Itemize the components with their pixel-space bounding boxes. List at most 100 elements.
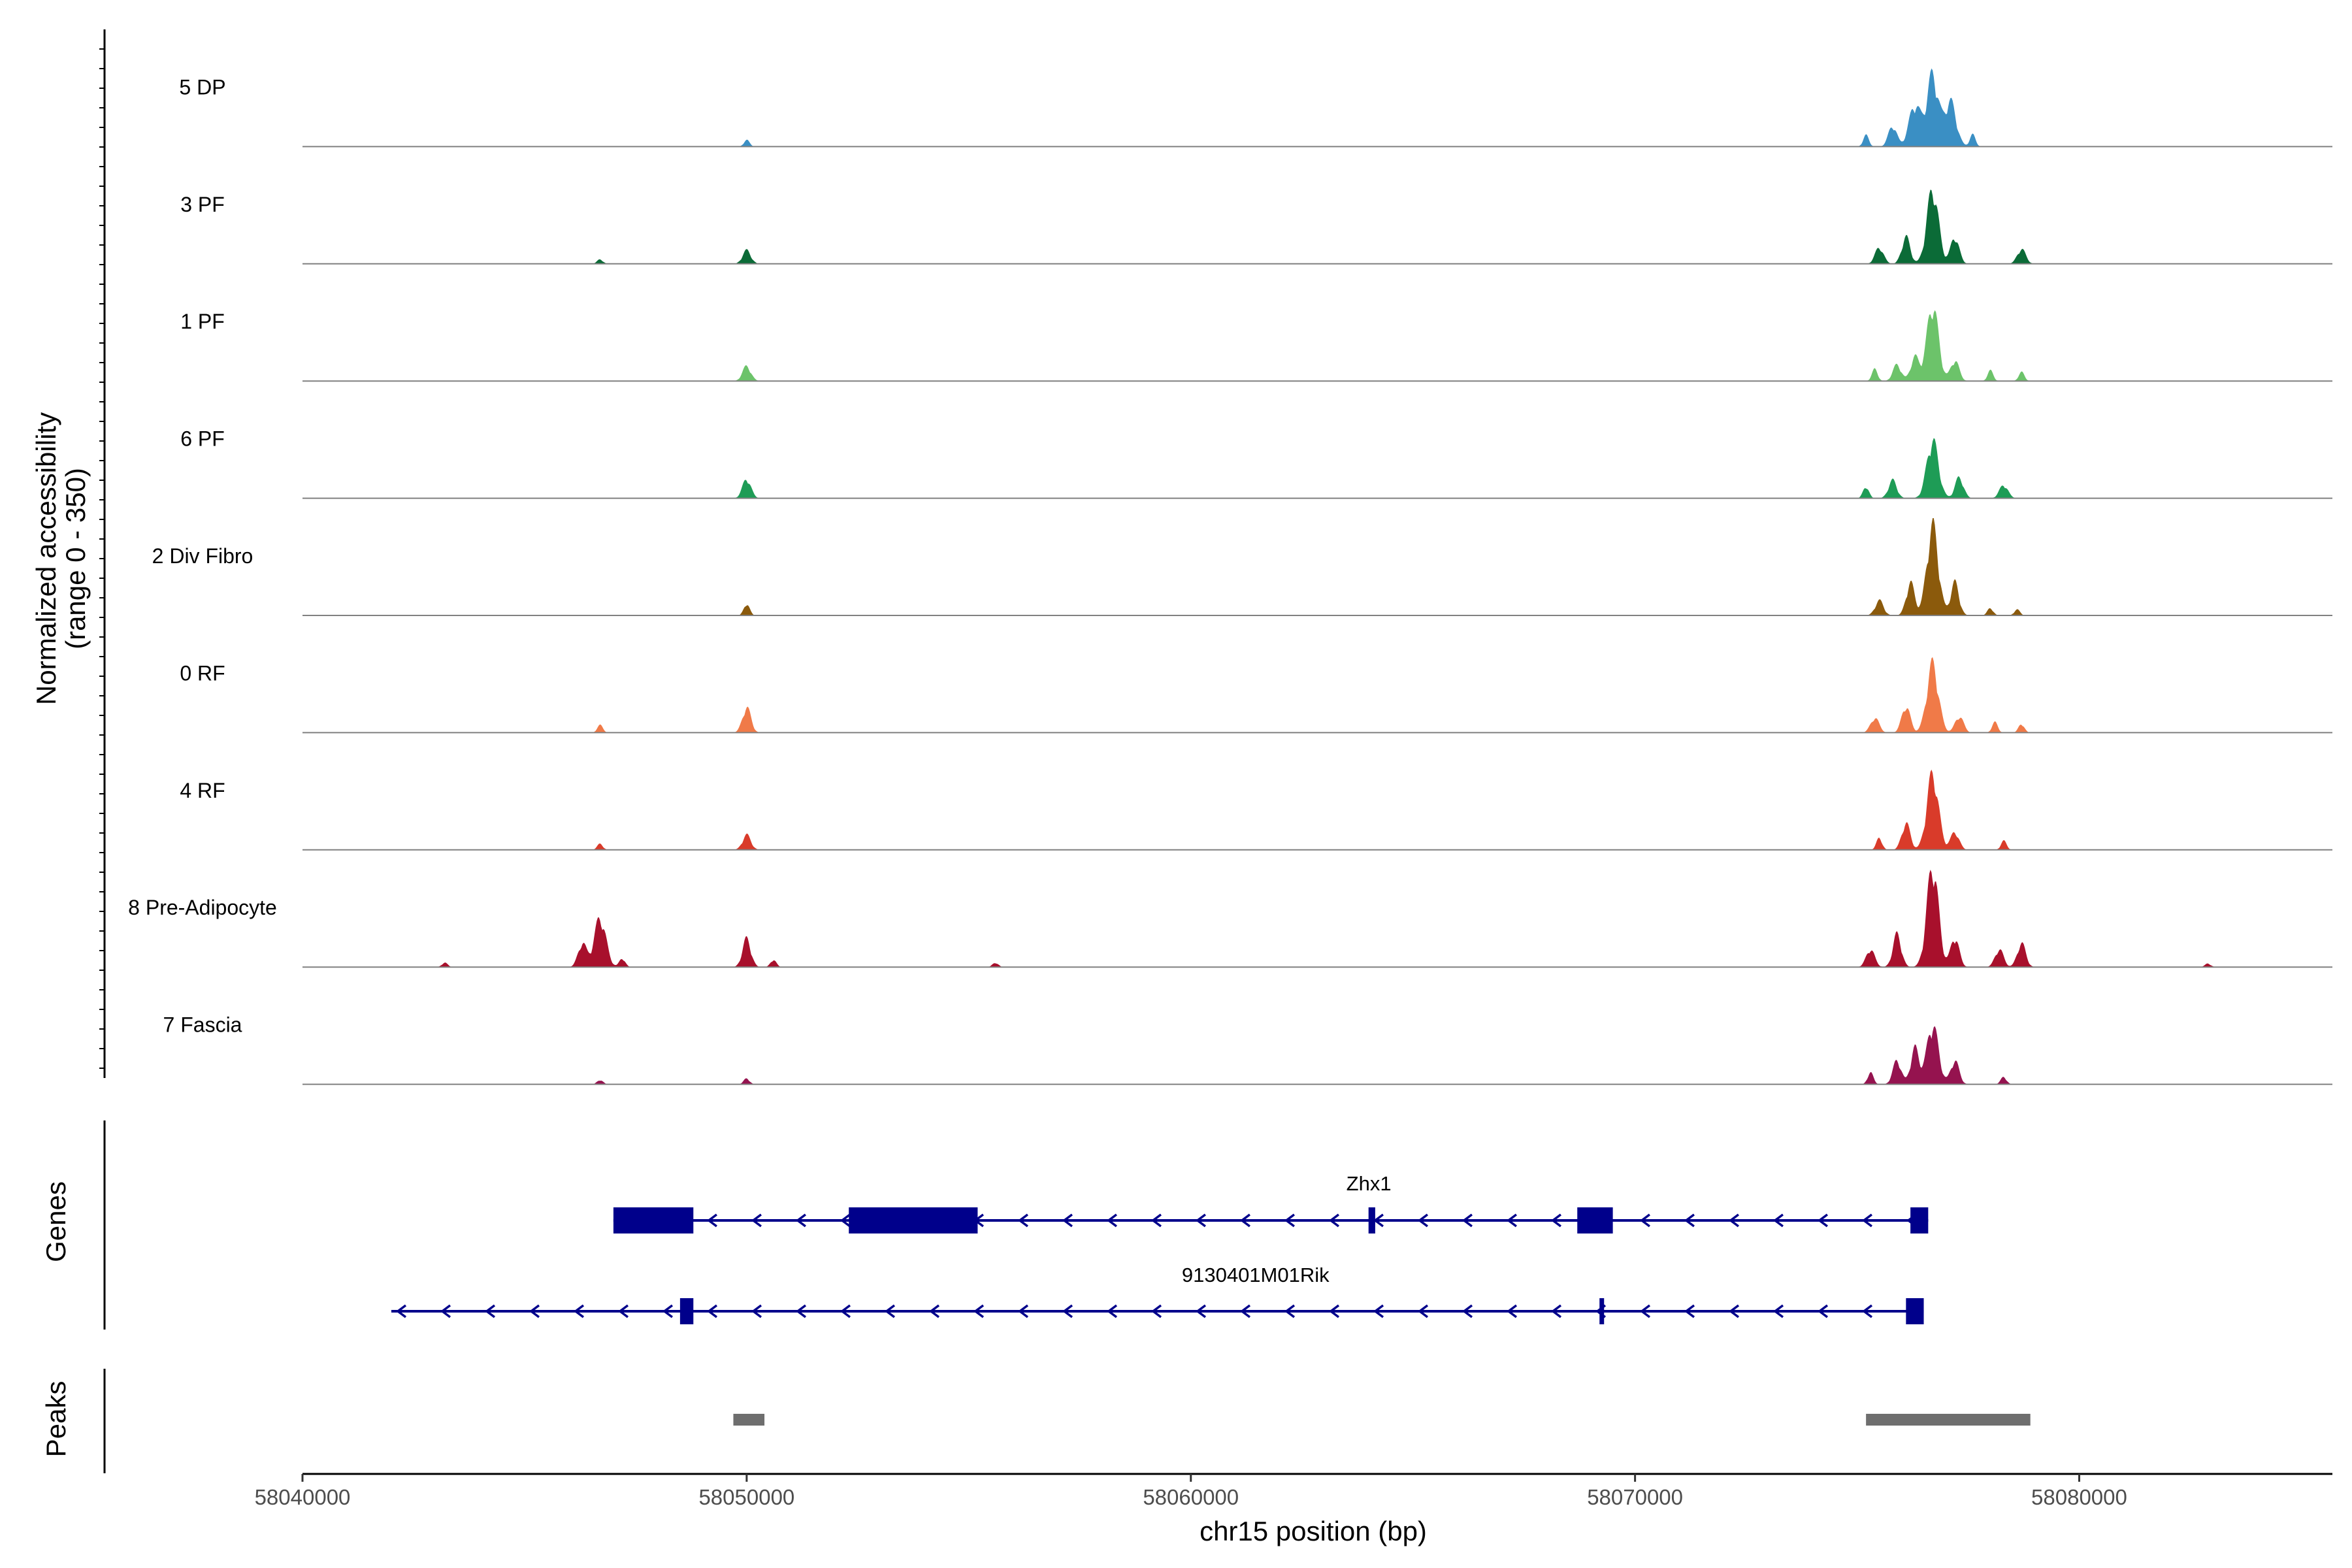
track-label: 1 PF <box>180 310 225 333</box>
strand-arrow-icon <box>1462 1304 1473 1318</box>
track-label: 2 Div Fibro <box>152 544 253 568</box>
strand-arrow-icon <box>1329 1304 1340 1318</box>
coverage-area <box>302 770 2332 850</box>
strand-arrow-icon <box>1373 1213 1384 1228</box>
strand-arrow-icon <box>1684 1304 1695 1318</box>
strand-arrow-icon <box>1017 1213 1028 1228</box>
strand-arrow-icon <box>1240 1304 1251 1318</box>
x-tick-label: 58040000 <box>255 1485 351 1509</box>
coverage-track: 0 RF <box>180 657 2332 734</box>
strand-arrow-icon <box>707 1304 718 1318</box>
strand-arrow-icon <box>751 1304 762 1318</box>
gene-exon <box>613 1207 694 1233</box>
strand-arrow-icon <box>1640 1304 1651 1318</box>
strand-arrow-icon <box>1106 1213 1117 1228</box>
strand-arrow-icon <box>440 1304 451 1318</box>
strand-arrow-icon <box>1639 1213 1650 1228</box>
gene-exon <box>1577 1207 1613 1233</box>
coverage-area <box>302 189 2332 264</box>
coverage-area <box>302 438 2332 498</box>
strand-arrow-icon <box>751 1213 762 1228</box>
y-axis-range-label: (range 0 - 350) <box>60 468 91 649</box>
strand-arrow-icon <box>396 1304 407 1318</box>
coverage-track: 2 Div Fibro <box>152 518 2332 616</box>
strand-arrow-icon <box>662 1304 674 1318</box>
coverage-area <box>302 870 2332 968</box>
strand-arrow-icon <box>840 1304 851 1318</box>
gene-annotation-track: Genes Zhx1 9130401M01Rik <box>41 1120 1929 1330</box>
gene-name: 9130401M01Rik <box>1182 1264 1330 1286</box>
gene-exon <box>1599 1298 1605 1324</box>
coverage-area <box>302 1026 2332 1085</box>
y-axis-title: Normalized accessibility <box>31 412 61 705</box>
y-axis-title-group: Normalized accessibility (range 0 - 350) <box>31 412 91 705</box>
strand-arrow-icon <box>1773 1304 1784 1318</box>
track-label: 0 RF <box>180 661 225 685</box>
strand-arrow-icon <box>1373 1304 1384 1318</box>
coverage-area <box>302 310 2332 382</box>
strand-arrow-icon <box>1062 1304 1073 1318</box>
coverage-area <box>302 518 2332 615</box>
strand-arrow-icon <box>1772 1213 1784 1228</box>
strand-arrow-icon <box>1151 1213 1162 1228</box>
gene-exon <box>1368 1207 1375 1233</box>
coverage-area <box>302 68 2332 147</box>
strand-arrow-icon <box>1107 1304 1118 1318</box>
x-tick-label: 58080000 <box>2031 1485 2127 1509</box>
strand-arrow-icon <box>574 1304 585 1318</box>
strand-arrow-icon <box>706 1213 717 1228</box>
strand-arrow-icon <box>840 1213 851 1228</box>
strand-arrow-icon <box>1284 1213 1295 1228</box>
strand-arrow-icon <box>1551 1304 1562 1318</box>
strand-arrow-icon <box>1196 1304 1207 1318</box>
track-label: 4 RF <box>180 779 225 802</box>
strand-arrow-icon <box>1418 1304 1429 1318</box>
coverage-area <box>302 657 2332 733</box>
strand-arrow-icon <box>1018 1304 1029 1318</box>
strand-arrow-icon <box>1506 1213 1517 1228</box>
strand-arrow-icon <box>1729 1304 1740 1318</box>
strand-arrow-icon <box>618 1304 629 1318</box>
gene-exon <box>849 1207 978 1233</box>
strand-arrow-icon <box>1195 1213 1206 1228</box>
strand-arrow-icon <box>973 1304 985 1318</box>
strand-arrow-icon <box>795 1213 806 1228</box>
strand-arrow-icon <box>796 1304 807 1318</box>
strand-arrow-icon <box>1862 1304 1873 1318</box>
gene-exon <box>1910 1207 1929 1233</box>
strand-arrow-icon <box>485 1304 496 1318</box>
strand-arrow-icon <box>1239 1213 1250 1228</box>
peak-region <box>1866 1414 2031 1426</box>
coverage-tracks: 5 DP 3 PF 1 PF 6 PF 2 Div Fibro 0 RF 4 RF 8 Pre… <box>99 29 2332 1085</box>
coverage-track: 8 Pre-Adipocyte <box>128 870 2332 968</box>
strand-arrow-icon <box>929 1304 940 1318</box>
x-tick-label: 58070000 <box>1587 1485 1683 1509</box>
strand-arrow-icon <box>1550 1213 1561 1228</box>
track-label: 5 DP <box>179 75 225 99</box>
strand-arrow-icon <box>1684 1213 1695 1228</box>
strand-arrow-icon <box>529 1304 540 1318</box>
strand-arrow-icon <box>1507 1304 1518 1318</box>
gene-model: 9130401M01Rik <box>391 1264 1924 1324</box>
track-label: 3 PF <box>180 193 225 216</box>
x-axis-title: chr15 position (bp) <box>1200 1516 1427 1546</box>
track-label: 6 PF <box>180 427 225 451</box>
strand-arrow-icon <box>1328 1213 1339 1228</box>
peaks-track: Peaks <box>41 1369 2031 1473</box>
strand-arrow-icon <box>1417 1213 1428 1228</box>
coverage-track: 6 PF <box>180 427 2332 499</box>
gene-exon <box>679 1298 694 1324</box>
gene-model: Zhx1 <box>613 1172 1929 1233</box>
strand-arrow-icon <box>1062 1213 1073 1228</box>
gene-exon <box>1906 1298 1924 1324</box>
coverage-track: 3 PF <box>180 189 2332 265</box>
strand-arrow-icon <box>1151 1304 1162 1318</box>
coverage-track: 4 RF <box>180 770 2332 851</box>
x-tick-label: 58060000 <box>1143 1485 1239 1509</box>
track-label: 8 Pre-Adipocyte <box>128 896 277 919</box>
gene-name: Zhx1 <box>1347 1172 1392 1195</box>
strand-arrow-icon <box>1817 1213 1828 1228</box>
track-label: 7 Fascia <box>163 1013 242 1037</box>
genes-track-title: Genes <box>41 1181 71 1262</box>
coverage-track: 1 PF <box>180 310 2332 382</box>
